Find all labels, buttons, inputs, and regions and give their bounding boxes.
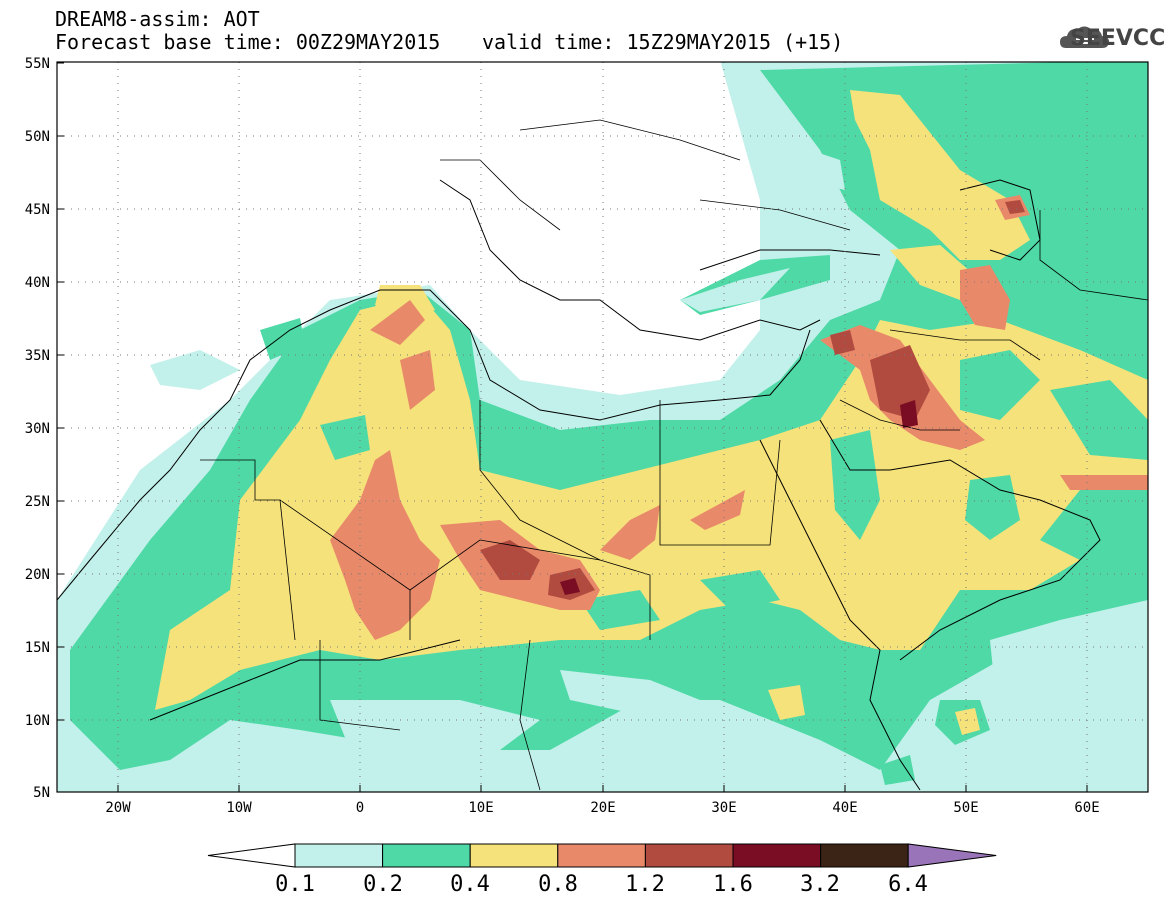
lat-label: 45N [25,202,50,218]
colorbar-tick-label: 6.4 [888,872,928,897]
valid-time-label: valid time: 15Z29MAY2015 (+15) [482,30,844,54]
colorbar-overflow-triangle [907,843,997,868]
aot-field [57,62,1148,792]
lat-label: 25N [25,494,50,510]
colorbar-tick-label: 1.2 [625,872,665,897]
colorbar-tick-label: 0.8 [538,872,578,897]
lat-label: 15N [25,640,50,656]
colorbar-tick-label: 1.6 [713,872,753,897]
lon-label: 60E [1074,800,1099,816]
lon-label: 0 [356,800,364,816]
lat-label: 55N [25,56,50,72]
lon-label: 10W [226,800,252,816]
lon-label: 20W [105,800,131,816]
colorbar-tick-label: 0.1 [275,872,315,897]
colorbar-tick-label: 0.4 [450,872,490,897]
coastlines [57,179,1101,791]
colorbar-tick-label: 0.2 [363,872,403,897]
seevccc-logo-text: SEEVCCC [1070,26,1165,51]
colorbar-segment [732,843,822,868]
lon-label: 40E [832,800,857,816]
colorbar-segment [557,843,646,868]
lon-label: 10E [468,800,493,816]
lon-label: 50E [953,800,978,816]
lat-label: 20N [25,567,50,583]
base-time-label: Forecast base time: 00Z29MAY2015 [55,30,441,54]
lat-label: 30N [25,421,50,437]
lon-label: 30E [711,800,736,816]
lat-label: 50N [25,129,50,145]
lat-label: 5N [33,785,50,801]
colorbar [207,843,997,868]
colorbar-segment [820,843,909,868]
colorbar-segment [382,843,471,868]
colorbar-segment [469,843,559,868]
colorbar-underflow-triangle [207,843,296,868]
lat-label: 35N [25,348,50,364]
model-title: DREAM8-assim: AOT [55,7,260,31]
colorbar-tick-label: 3.2 [800,872,840,897]
colorbar-segment [644,843,734,868]
lon-label: 20E [590,800,615,816]
lat-label: 10N [25,713,50,729]
colorbar-segment [294,843,384,868]
cloud-logo-icon [1060,26,1110,48]
lat-label: 40N [25,275,50,291]
